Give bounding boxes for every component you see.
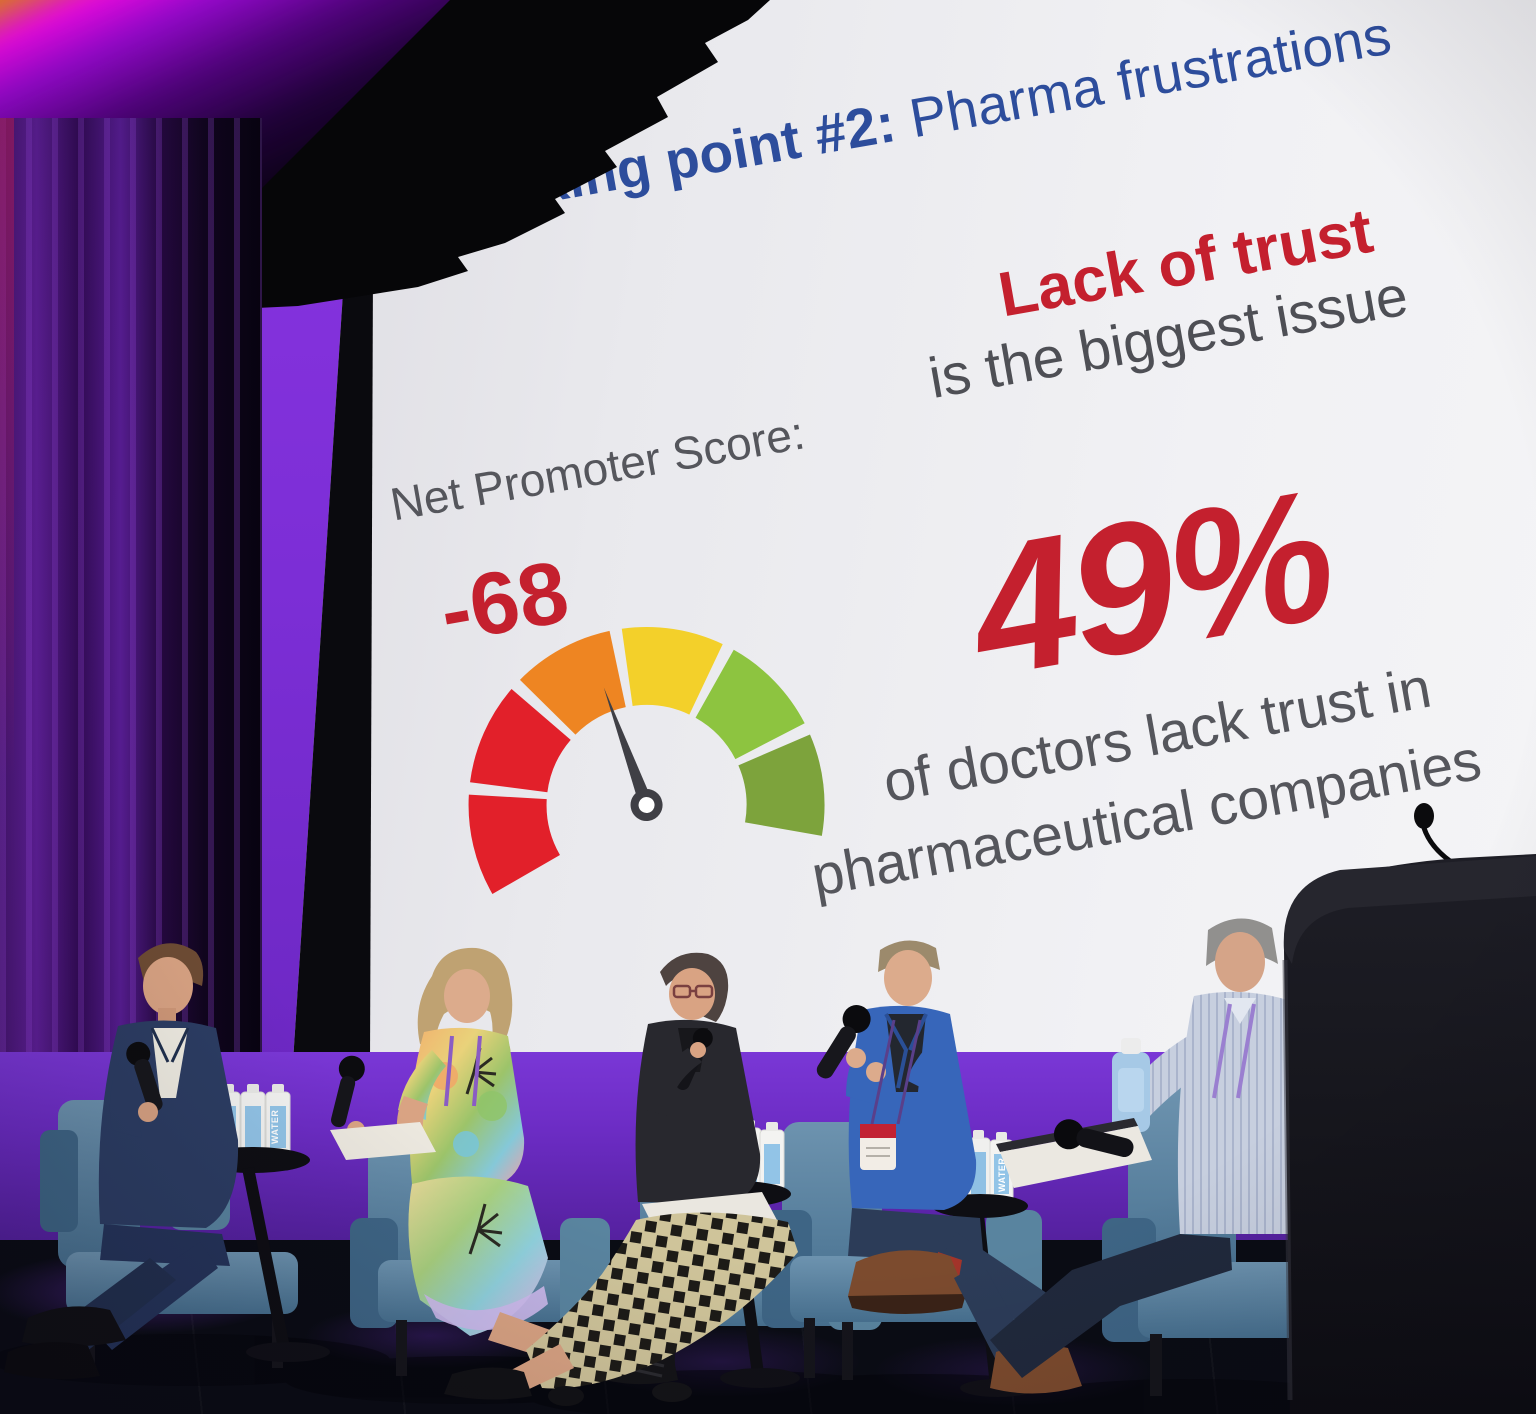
gauge-segment-1 (470, 688, 571, 793)
gauge-needle (603, 687, 654, 808)
shoe (4, 1342, 100, 1380)
gauge-segment-5 (738, 734, 825, 836)
face (884, 950, 932, 1006)
panelist-1 (4, 943, 239, 1380)
black-pump (444, 1367, 532, 1400)
podium-microphone (1414, 803, 1434, 829)
striped-shirt (1177, 991, 1312, 1234)
face (1215, 932, 1265, 992)
microphone-2 (331, 1055, 365, 1128)
nps-label: Net Promoter Score: (386, 406, 809, 531)
badge (860, 1124, 896, 1170)
papers (330, 1122, 436, 1160)
svg-text:WATER: WATER (997, 1158, 1007, 1192)
face (444, 969, 490, 1023)
face (143, 957, 193, 1015)
panelist-5 (990, 918, 1312, 1378)
water-bottle-held (1112, 1038, 1150, 1132)
svg-text:WATER: WATER (270, 1110, 280, 1144)
podium (1282, 803, 1536, 1414)
black-pump (548, 1386, 584, 1406)
hair (417, 947, 513, 1066)
podium-top-roll (1283, 856, 1536, 964)
gauge-segment-2 (519, 630, 626, 735)
gauge-segment-3 (621, 627, 723, 715)
side-table-1: WATER (194, 1084, 330, 1362)
dark-jacket (635, 1019, 761, 1204)
gauge-segment-4 (695, 649, 805, 760)
gauge-hub (630, 788, 663, 821)
microphone-5 (1053, 1119, 1134, 1158)
microphone-4 (816, 1005, 871, 1079)
microphone-1 (126, 1041, 163, 1112)
panelists-layer: WATER WATER (0, 803, 1536, 1414)
lanyard (1212, 1003, 1256, 1099)
lanyard (444, 1035, 482, 1107)
sandal (652, 1382, 692, 1402)
brown-boot (848, 1250, 966, 1303)
checked-skirt (526, 1212, 798, 1389)
lanyard (870, 1019, 922, 1125)
floor-shadows (0, 1334, 1380, 1414)
slide: Talking point #2: Pharma frustrations Ne… (262, 0, 1536, 1062)
floral-skirt (408, 1176, 548, 1336)
glasses (672, 984, 714, 999)
panelist-3 (444, 952, 798, 1406)
face (669, 968, 715, 1020)
dark-trousers (990, 1234, 1232, 1378)
shoe (22, 1306, 126, 1347)
nps-gauge (468, 627, 825, 894)
gauge-segment-0 (468, 794, 560, 894)
